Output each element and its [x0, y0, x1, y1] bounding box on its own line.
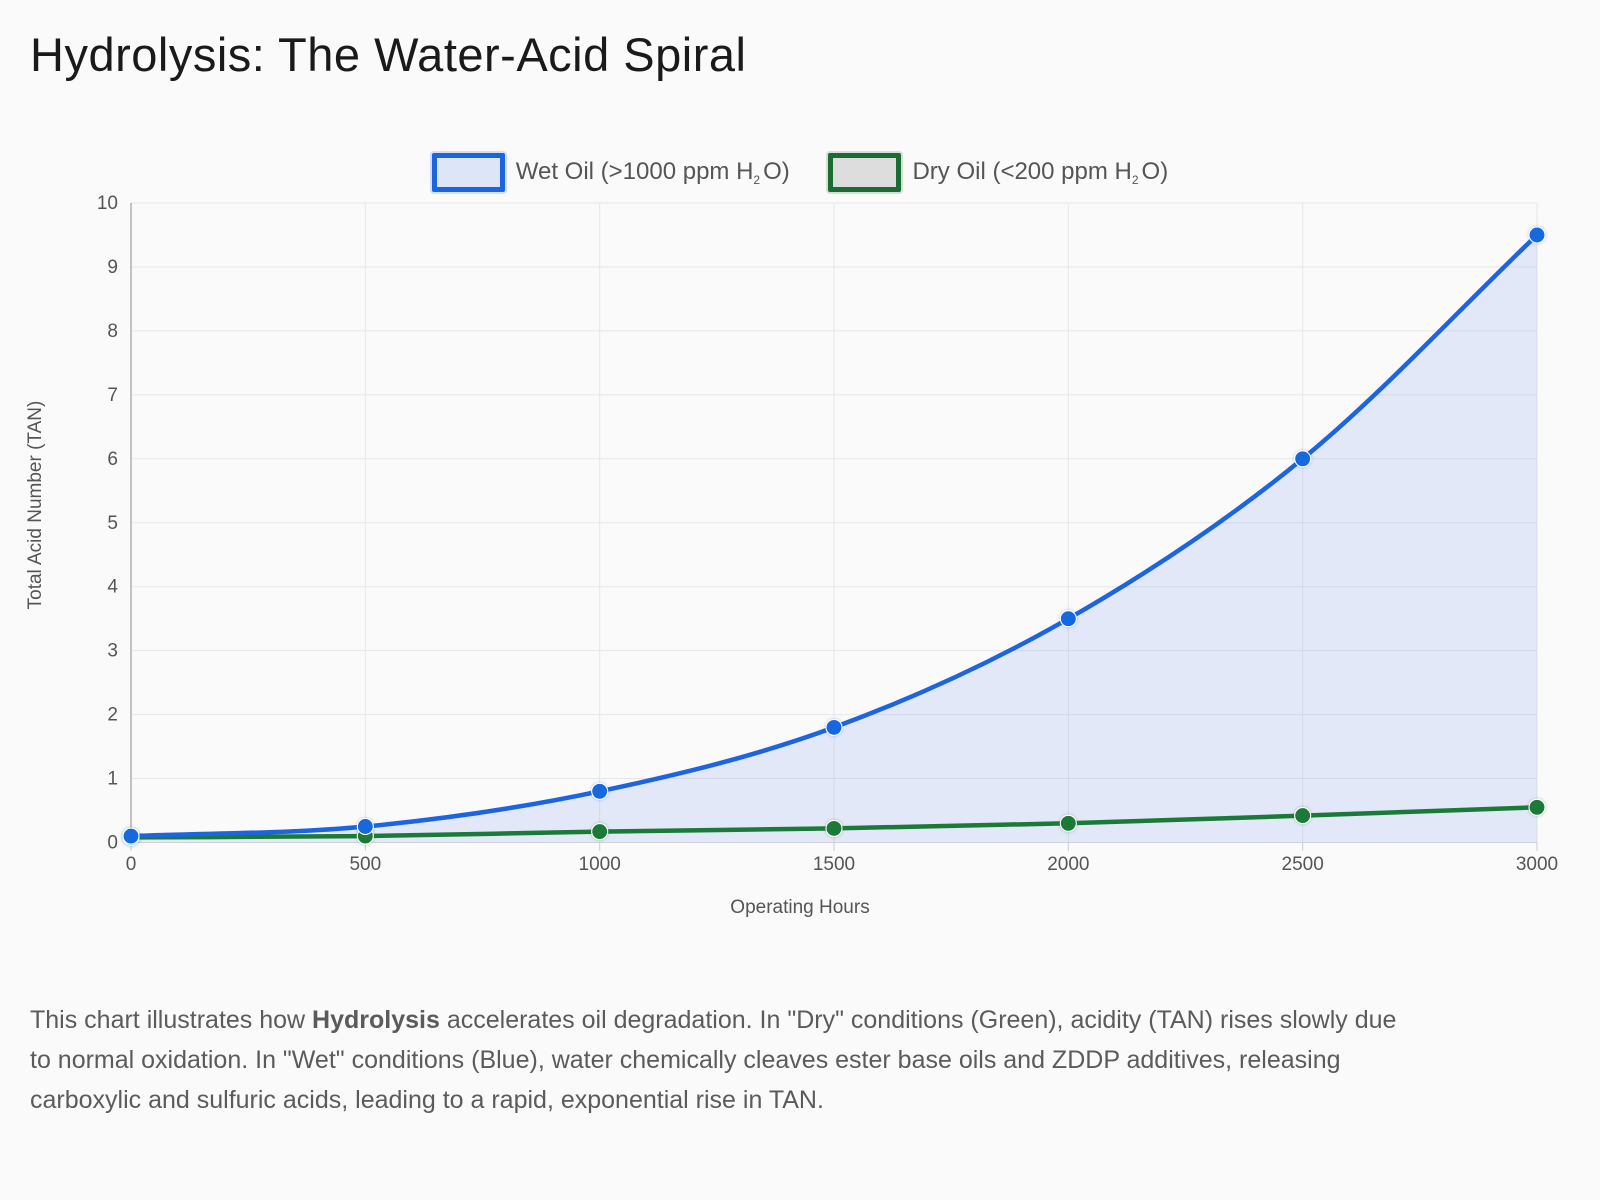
svg-text:1000: 1000 — [579, 854, 621, 875]
svg-text:0: 0 — [107, 833, 118, 854]
svg-text:9: 9 — [107, 257, 118, 278]
svg-text:8: 8 — [107, 321, 118, 342]
svg-text:3: 3 — [107, 641, 118, 662]
svg-text:6: 6 — [107, 449, 118, 470]
svg-text:4: 4 — [107, 577, 118, 598]
svg-text:10: 10 — [97, 193, 118, 214]
svg-text:1: 1 — [107, 769, 118, 790]
svg-text:1500: 1500 — [813, 854, 855, 875]
svg-text:2500: 2500 — [1282, 854, 1324, 875]
svg-text:0: 0 — [126, 854, 137, 875]
svg-text:3000: 3000 — [1516, 854, 1558, 875]
svg-text:500: 500 — [349, 854, 381, 875]
svg-text:7: 7 — [107, 385, 118, 406]
svg-text:2000: 2000 — [1047, 854, 1089, 875]
svg-text:5: 5 — [107, 513, 118, 534]
svg-text:2: 2 — [107, 705, 118, 726]
